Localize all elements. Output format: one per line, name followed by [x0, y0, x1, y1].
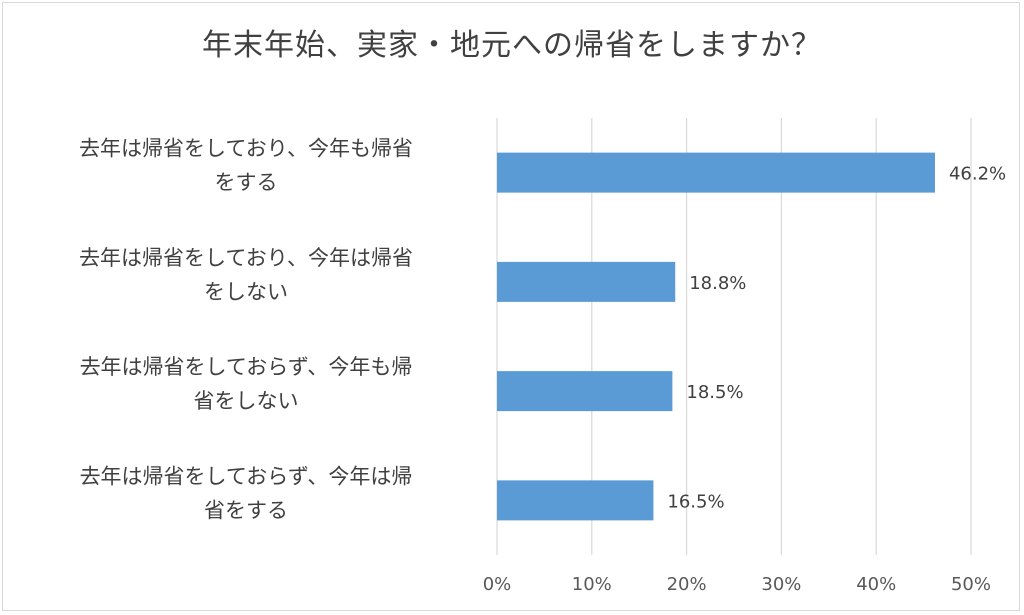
x-tick-label: 40%: [856, 574, 896, 595]
category-label: 去年は帰省をしており、今年は帰省: [79, 246, 413, 270]
category-label: 去年は帰省をしておらず、今年も帰: [80, 355, 413, 379]
x-tick-label: 50%: [951, 574, 991, 595]
category-label: 省をしない: [194, 389, 299, 413]
category-label: 省をする: [204, 498, 288, 522]
bar: [497, 480, 654, 521]
data-label: 46.2%: [949, 164, 1006, 185]
bar: [497, 152, 935, 193]
category-label: 去年は帰省をしており、今年も帰省: [79, 137, 413, 161]
data-label: 16.5%: [667, 491, 724, 512]
x-tick-label: 10%: [572, 574, 612, 595]
x-tick-label: 0%: [483, 574, 512, 595]
chart-title: 年末年始、実家・地元への帰省をしますか？: [202, 28, 822, 63]
x-tick-label: 30%: [761, 574, 801, 595]
category-label: をする: [215, 171, 278, 195]
category-label: 去年は帰省をしておらず、今年は帰: [80, 464, 413, 488]
data-label: 18.8%: [689, 273, 746, 294]
category-label: をしない: [204, 280, 288, 304]
data-label: 18.5%: [686, 382, 743, 403]
bar: [497, 371, 673, 412]
bar: [497, 261, 676, 302]
x-tick-label: 20%: [667, 574, 707, 595]
